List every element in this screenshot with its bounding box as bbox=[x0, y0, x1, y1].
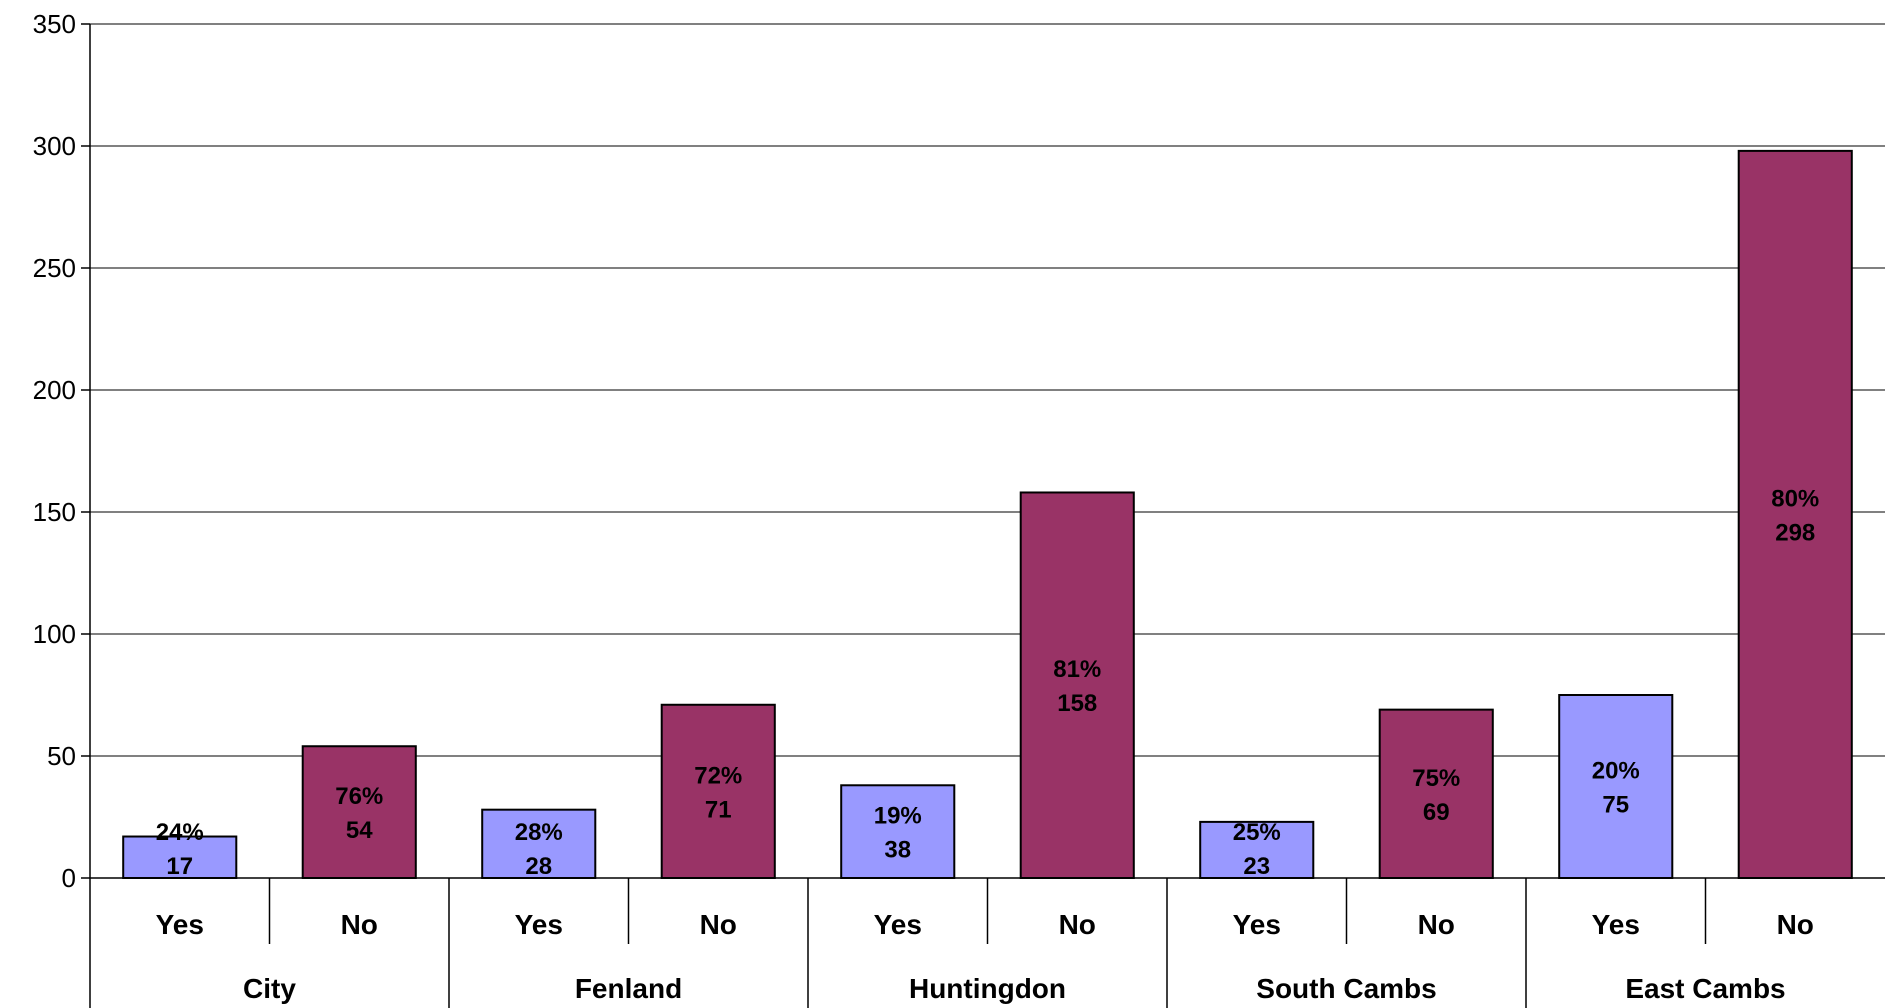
y-tick-label: 100 bbox=[33, 619, 76, 649]
bar-south-cambs-no bbox=[1378, 708, 1494, 880]
group-label: Huntingdon bbox=[909, 973, 1066, 1004]
data-label-percent: 20% bbox=[1592, 758, 1640, 785]
x-axis-categories: Yes No City Yes No Fenland Yes No Huntingdon Yes N… bbox=[156, 878, 1814, 1008]
y-tick-label: 0 bbox=[62, 863, 76, 893]
group-label: Fenland bbox=[575, 973, 682, 1004]
gridlines bbox=[90, 23, 1885, 757]
data-label-value: 69 bbox=[1423, 799, 1450, 826]
bar-east-cambs-no bbox=[1737, 149, 1853, 879]
data-labels: 24% 17 76% 54 28% 28 72% 71 19% 38 81% 158 25% 23 75% 6… bbox=[156, 485, 1820, 880]
data-label-percent: 25% bbox=[1233, 819, 1281, 846]
bar-fenland-no bbox=[660, 703, 776, 880]
category-label: No bbox=[341, 909, 378, 940]
data-label-value: 38 bbox=[884, 837, 911, 864]
data-label-value: 28 bbox=[525, 853, 552, 880]
data-label-percent: 28% bbox=[515, 819, 563, 846]
y-tick-label: 300 bbox=[33, 131, 76, 161]
y-tick-label: 200 bbox=[33, 375, 76, 405]
data-label-value: 158 bbox=[1057, 690, 1097, 717]
group-label: East Cambs bbox=[1625, 973, 1785, 1004]
bar-south-cambs-yes bbox=[1199, 820, 1315, 880]
data-label-percent: 81% bbox=[1053, 656, 1101, 683]
category-label: Yes bbox=[1592, 909, 1640, 940]
bar-huntingdon-no bbox=[1019, 491, 1135, 879]
category-label: No bbox=[1059, 909, 1096, 940]
y-tick-label: 250 bbox=[33, 253, 76, 283]
data-label-percent: 24% bbox=[156, 819, 204, 846]
data-label-value: 75 bbox=[1602, 792, 1629, 819]
data-label-percent: 76% bbox=[335, 783, 383, 810]
data-label-percent: 72% bbox=[694, 762, 742, 789]
data-label-value: 71 bbox=[705, 796, 732, 823]
bar-city-no bbox=[301, 745, 417, 879]
category-label: Yes bbox=[156, 909, 204, 940]
bars bbox=[122, 149, 1853, 880]
category-label: No bbox=[1777, 909, 1814, 940]
category-label: No bbox=[700, 909, 737, 940]
data-label-percent: 80% bbox=[1771, 485, 1819, 512]
data-label-value: 17 bbox=[166, 853, 193, 880]
category-label: Yes bbox=[515, 909, 563, 940]
data-label-value: 298 bbox=[1775, 519, 1815, 546]
category-label: Yes bbox=[1233, 909, 1281, 940]
bar-city-yes bbox=[122, 835, 238, 880]
bar-east-cambs-yes bbox=[1558, 694, 1674, 879]
bar-huntingdon-yes bbox=[840, 784, 956, 880]
y-tick-label: 150 bbox=[33, 497, 76, 527]
y-tick-label: 50 bbox=[47, 741, 76, 771]
data-label-value: 23 bbox=[1243, 853, 1270, 880]
data-label-percent: 19% bbox=[874, 803, 922, 830]
category-label: Yes bbox=[874, 909, 922, 940]
group-label: South Cambs bbox=[1256, 973, 1436, 1004]
group-label: City bbox=[243, 973, 296, 1004]
data-label-value: 54 bbox=[346, 817, 373, 844]
category-label: No bbox=[1418, 909, 1455, 940]
data-label-percent: 75% bbox=[1412, 765, 1460, 792]
y-tick-label: 350 bbox=[33, 9, 76, 39]
bar-fenland-yes bbox=[481, 808, 597, 879]
